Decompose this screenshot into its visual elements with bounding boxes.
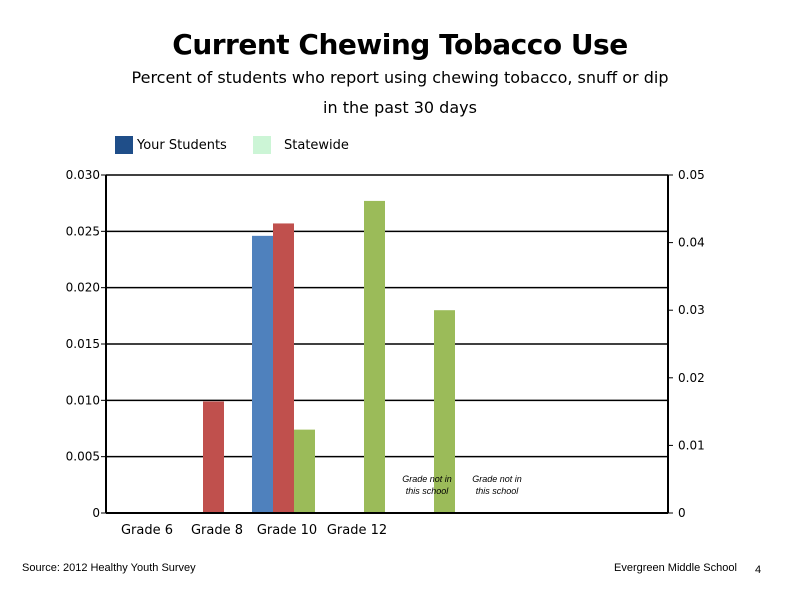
x-tick-label: Grade 10 [257,523,317,538]
y-left-tick-label: 0.005 [66,450,100,464]
annotation-line-1: Grade not in [402,474,452,484]
source-note: Source: 2012 Healthy Youth Survey [22,562,196,574]
annotation-line-1: Grade not in [472,474,522,484]
y-left-tick-label: 0.015 [66,337,100,351]
x-tick-label: Grade 12 [327,523,387,538]
chart-title: Current Chewing Tobacco Use [172,28,628,61]
bar-red-grade-8 [273,223,294,514]
bar-green-grade-10 [364,200,385,513]
y-left-tick-label: 0.025 [66,224,100,238]
y-right-tick-label: 0.03 [678,303,705,317]
y-left-tick-label: 0.010 [66,393,100,407]
y-left-tick-label: 0.030 [66,168,100,182]
annotation-line-2: this school [406,486,450,496]
y-left-tick-label: 0 [92,506,100,520]
y-right-tick-label: 0.02 [678,371,705,385]
legend-swatch-statewide [253,136,271,154]
chart-subtitle-line-2: in the past 30 days [323,98,477,117]
y-right-tick-label: 0.04 [678,236,705,250]
y-right-tick-label: 0.01 [678,438,705,452]
legend-swatch-your-students [115,136,133,154]
chart-subtitle-line-1: Percent of students who report using che… [131,68,669,87]
x-tick-label: Grade 8 [191,523,243,538]
legend-label-your-students: Your Students [137,138,227,153]
y-left-tick-label: 0.020 [66,281,100,295]
legend-label-statewide: Statewide [284,138,349,153]
x-tick-label: Grade 6 [121,523,173,538]
bar-blue-grade-8 [252,235,273,513]
y-right-tick-label: 0 [678,506,686,520]
bar-green-grade-8 [294,429,315,513]
annotation-line-2: this school [476,486,520,496]
y-right-tick-label: 0.05 [678,168,705,182]
bar-red-grade-6 [203,401,224,513]
school-name: Evergreen Middle School [614,562,737,574]
page-number: 4 [755,564,762,576]
bar-green-grade-12 [434,310,455,513]
